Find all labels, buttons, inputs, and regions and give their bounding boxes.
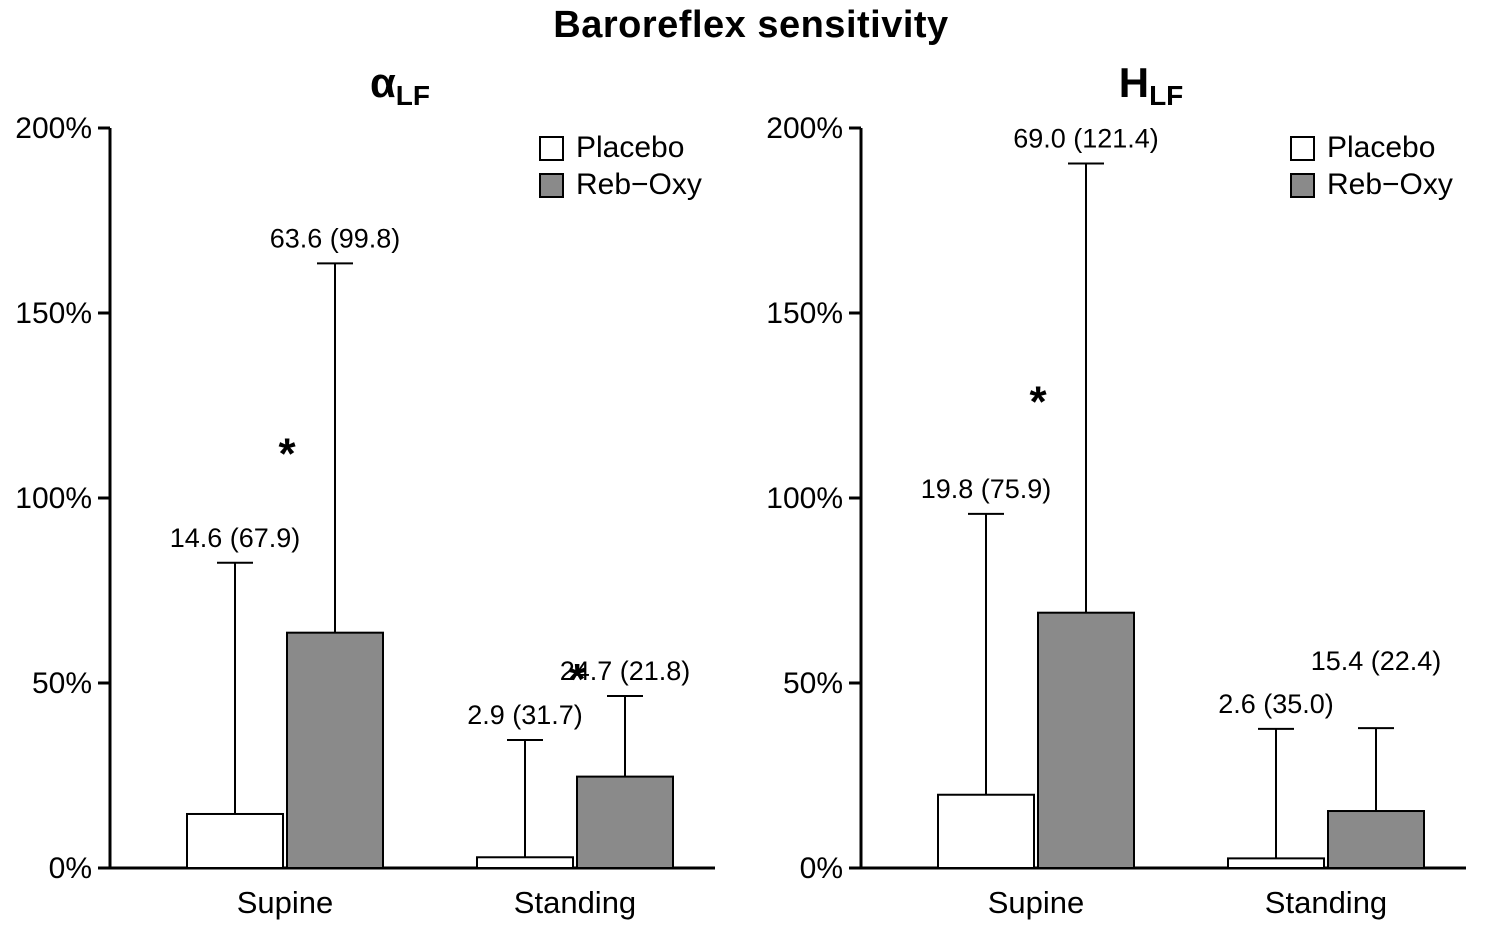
y-tick-label: 100% [766, 482, 843, 515]
value-label: 2.6 (35.0) [1218, 689, 1334, 719]
value-label: 15.4 (22.4) [1311, 646, 1442, 676]
legend-label-0: Placebo [576, 131, 684, 164]
h-lf-chart: HLF 0% 50% 100% 150% 200% 19.8 (75.9) 69.0 (121… [766, 59, 1466, 920]
bar-alpha_lf-standing-0 [476, 856, 574, 870]
bar-h_lf-standing-1 [1327, 810, 1425, 870]
bar-alpha_lf-standing-1 [576, 775, 674, 869]
value-label: 24.7 (21.8) [560, 656, 691, 686]
legend-swatch-1 [1290, 173, 1315, 198]
value-label: 2.9 (31.7) [467, 700, 583, 730]
y-tick-label: 200% [15, 112, 92, 145]
value-label: 14.6 (67.9) [170, 523, 301, 553]
panel-h-lf: HLF 0% 50% 100% 150% 200% 19.8 (75.9) 69.0 (121… [751, 45, 1502, 943]
y-tick-label: 150% [766, 297, 843, 330]
panel-subtitle-h_lf: HLF [1119, 59, 1184, 111]
bar-alpha_lf-supine-1 [286, 631, 384, 869]
alpha-lf-chart: αLF 0% 50% 100% 150% 200% 14.6 (67.9) 63.6 (99.… [15, 59, 715, 920]
y-tick-label: 50% [783, 667, 843, 700]
value-label: 19.8 (75.9) [921, 474, 1052, 504]
bar-h_lf-standing-0 [1227, 857, 1325, 870]
panel-subtitle-alpha_lf: αLF [370, 59, 430, 111]
bar-h_lf-supine-0 [937, 793, 1035, 869]
category-label-supine: Supine [237, 885, 334, 920]
legend-label-1: Reb−Oxy [576, 168, 702, 201]
legend-swatch-0 [539, 136, 564, 161]
significance-marker: * [278, 429, 296, 478]
category-label-standing: Standing [1265, 885, 1387, 920]
panel-alpha-lf: αLF 0% 50% 100% 150% 200% 14.6 (67.9) 63.6 (99.… [0, 45, 751, 943]
bar-alpha_lf-supine-0 [186, 812, 284, 869]
y-tick-label: 200% [766, 112, 843, 145]
significance-marker: * [1029, 378, 1047, 427]
y-tick-label: 100% [15, 482, 92, 515]
value-label: 63.6 (99.8) [270, 223, 401, 253]
category-label-standing: Standing [514, 885, 636, 920]
significance-marker: * [568, 655, 586, 704]
bar-h_lf-supine-1 [1037, 611, 1135, 870]
y-tick-label: 0% [49, 852, 92, 885]
value-label: 69.0 (121.4) [1013, 124, 1159, 154]
y-tick-label: 150% [15, 297, 92, 330]
legend-swatch-0 [1290, 136, 1315, 161]
y-tick-label: 0% [800, 852, 843, 885]
category-label-supine: Supine [988, 885, 1085, 920]
legend-swatch-1 [539, 173, 564, 198]
chart-title: Baroreflex sensitivity [553, 4, 949, 46]
legend-label-1: Reb−Oxy [1327, 168, 1453, 201]
legend-label-0: Placebo [1327, 131, 1435, 164]
y-tick-label: 50% [32, 667, 92, 700]
